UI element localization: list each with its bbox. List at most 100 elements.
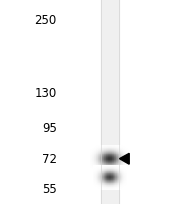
Bar — [99, 153, 100, 154]
Bar — [96, 149, 97, 150]
Bar — [98, 154, 99, 155]
Bar — [102, 148, 103, 149]
Bar — [100, 164, 101, 165]
Bar — [106, 181, 107, 182]
Bar — [126, 171, 127, 172]
Bar — [112, 172, 113, 173]
Bar — [104, 174, 105, 175]
Bar — [111, 189, 112, 190]
Bar — [116, 174, 117, 175]
Bar — [107, 146, 108, 147]
Bar — [99, 168, 100, 169]
Bar — [124, 177, 125, 178]
Bar — [112, 174, 113, 175]
Bar — [104, 169, 105, 170]
Bar — [107, 154, 108, 155]
Bar — [99, 154, 100, 155]
Bar — [98, 167, 99, 168]
Bar — [115, 151, 116, 152]
Bar — [110, 162, 111, 163]
Bar — [119, 188, 120, 189]
Bar — [94, 181, 95, 182]
Bar — [125, 176, 126, 177]
Bar — [106, 178, 107, 179]
Bar — [91, 167, 92, 168]
Bar — [103, 186, 104, 187]
Bar — [121, 175, 122, 176]
Bar — [92, 146, 93, 147]
Bar — [117, 172, 118, 173]
Bar — [108, 164, 109, 165]
Bar — [114, 179, 115, 180]
Bar — [121, 147, 122, 148]
Bar — [127, 148, 128, 149]
Bar — [120, 157, 121, 158]
Bar — [104, 148, 105, 149]
Bar — [105, 145, 106, 146]
Bar — [93, 145, 94, 146]
Bar — [97, 164, 98, 165]
Bar — [105, 147, 106, 148]
Bar — [99, 176, 100, 177]
Bar — [117, 189, 118, 190]
Bar — [94, 172, 95, 173]
Bar — [117, 186, 118, 187]
Bar — [99, 167, 100, 168]
Bar — [120, 169, 121, 170]
Bar — [93, 171, 94, 172]
Bar — [97, 171, 98, 172]
Bar — [94, 148, 95, 149]
Bar — [99, 180, 100, 181]
Bar — [115, 174, 116, 175]
Bar — [96, 145, 97, 146]
Bar — [96, 160, 97, 161]
Bar — [116, 189, 117, 190]
Bar — [104, 159, 105, 160]
Bar — [112, 151, 113, 152]
Bar — [97, 158, 98, 159]
Bar — [123, 166, 124, 167]
Bar — [113, 162, 114, 163]
Bar — [99, 145, 100, 146]
Bar — [124, 151, 125, 152]
Bar — [90, 145, 91, 146]
Bar — [125, 189, 126, 190]
Bar — [111, 179, 112, 180]
Bar — [126, 159, 127, 160]
Bar — [100, 167, 101, 168]
Bar — [120, 189, 121, 190]
Bar — [122, 161, 123, 162]
Bar — [103, 179, 104, 180]
Bar — [112, 169, 113, 170]
Bar — [106, 145, 107, 146]
Bar — [116, 166, 117, 167]
Bar — [98, 167, 99, 168]
Bar — [95, 150, 96, 151]
Bar — [93, 169, 94, 170]
Bar — [103, 183, 104, 184]
Bar — [98, 182, 99, 183]
Bar — [122, 166, 123, 167]
Bar — [110, 157, 111, 158]
Bar — [102, 145, 103, 146]
Bar — [93, 166, 94, 167]
Bar — [97, 156, 98, 157]
Bar — [118, 166, 119, 167]
Bar — [120, 187, 121, 188]
Bar — [109, 180, 110, 181]
Bar — [94, 150, 95, 151]
Bar — [98, 170, 99, 171]
Bar — [108, 159, 109, 160]
Bar — [115, 183, 116, 184]
Bar — [113, 178, 114, 179]
Bar — [124, 180, 125, 181]
Bar — [121, 145, 122, 146]
Bar — [90, 164, 91, 165]
Bar — [92, 152, 93, 153]
Bar — [121, 152, 122, 153]
Bar — [92, 150, 93, 151]
Bar — [116, 157, 117, 158]
Bar — [121, 187, 122, 188]
Bar — [126, 153, 127, 154]
Bar — [96, 150, 97, 151]
